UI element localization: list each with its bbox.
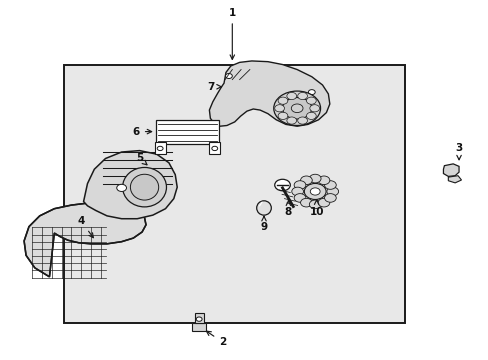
Circle shape — [157, 146, 163, 150]
Polygon shape — [24, 203, 146, 277]
Circle shape — [211, 146, 217, 150]
Ellipse shape — [256, 201, 271, 215]
FancyBboxPatch shape — [191, 323, 206, 330]
Circle shape — [273, 91, 320, 126]
FancyBboxPatch shape — [194, 314, 203, 323]
Circle shape — [294, 194, 305, 202]
Circle shape — [306, 112, 316, 120]
Circle shape — [291, 187, 303, 196]
Text: 4: 4 — [77, 216, 93, 238]
Circle shape — [324, 194, 336, 202]
Text: 8: 8 — [284, 201, 291, 217]
Circle shape — [274, 179, 290, 191]
Circle shape — [310, 188, 320, 195]
Polygon shape — [447, 176, 461, 183]
Polygon shape — [209, 61, 329, 126]
Circle shape — [326, 187, 338, 196]
Circle shape — [294, 181, 305, 189]
Circle shape — [308, 90, 315, 95]
Text: 5: 5 — [136, 153, 147, 165]
Circle shape — [309, 174, 321, 183]
Circle shape — [309, 200, 321, 209]
Circle shape — [117, 184, 126, 192]
Circle shape — [291, 104, 303, 113]
Circle shape — [306, 97, 316, 104]
FancyBboxPatch shape — [209, 142, 220, 154]
Circle shape — [297, 117, 307, 124]
Circle shape — [282, 98, 311, 119]
Text: 10: 10 — [309, 200, 323, 217]
Text: 9: 9 — [260, 216, 267, 232]
Circle shape — [225, 73, 232, 78]
FancyBboxPatch shape — [156, 120, 219, 144]
Circle shape — [318, 198, 329, 207]
Text: 6: 6 — [132, 127, 151, 136]
Circle shape — [278, 112, 287, 120]
Ellipse shape — [122, 167, 166, 207]
Circle shape — [324, 181, 336, 189]
Circle shape — [309, 105, 319, 112]
Circle shape — [300, 176, 312, 185]
Polygon shape — [83, 150, 177, 219]
Circle shape — [196, 317, 202, 321]
Circle shape — [286, 117, 296, 124]
Circle shape — [278, 97, 287, 104]
Ellipse shape — [130, 174, 158, 200]
Text: 2: 2 — [206, 331, 226, 347]
Circle shape — [300, 198, 312, 207]
Circle shape — [297, 93, 307, 100]
Text: 3: 3 — [454, 143, 462, 160]
Circle shape — [274, 105, 284, 112]
Circle shape — [304, 184, 325, 199]
Text: 7: 7 — [207, 82, 221, 92]
Text: 1: 1 — [228, 8, 235, 59]
Circle shape — [286, 93, 296, 100]
Polygon shape — [443, 164, 458, 176]
FancyBboxPatch shape — [64, 65, 405, 323]
Circle shape — [318, 176, 329, 185]
FancyBboxPatch shape — [155, 142, 165, 154]
